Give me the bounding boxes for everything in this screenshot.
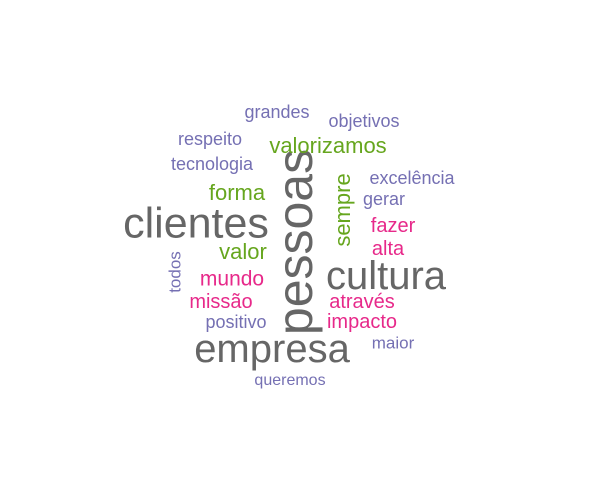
- word-clientes: clientes: [123, 199, 269, 248]
- word-todos: todos: [165, 251, 185, 293]
- word-gerar: gerar: [362, 189, 406, 209]
- word-positivo: positivo: [205, 312, 267, 332]
- word-objetivos: objetivos: [328, 111, 400, 131]
- word-queremos: queremos: [254, 372, 326, 389]
- word-grandes: grandes: [244, 102, 310, 122]
- word-missao: missão: [189, 291, 253, 313]
- word-pessoas: pessoas: [267, 148, 323, 336]
- word-valor: valor: [219, 239, 267, 264]
- word-excelencia: excelência: [369, 168, 455, 188]
- word-impacto: impacto: [326, 311, 398, 333]
- word-respeito: respeito: [177, 129, 243, 149]
- word-cultura: cultura: [325, 254, 447, 298]
- word-fazer: fazer: [370, 215, 416, 237]
- word-maior: maior: [371, 333, 415, 353]
- word-alta: alta: [371, 238, 405, 260]
- word-sempre: sempre: [330, 173, 355, 247]
- word-forma: forma: [208, 180, 266, 205]
- word-empresa: empresa: [194, 327, 350, 371]
- word-valorizamos: valorizamos: [269, 133, 387, 158]
- word-atraves: através: [329, 291, 395, 313]
- word-tecnologia: tecnologia: [170, 154, 254, 174]
- word-mundo: mundo: [199, 267, 265, 291]
